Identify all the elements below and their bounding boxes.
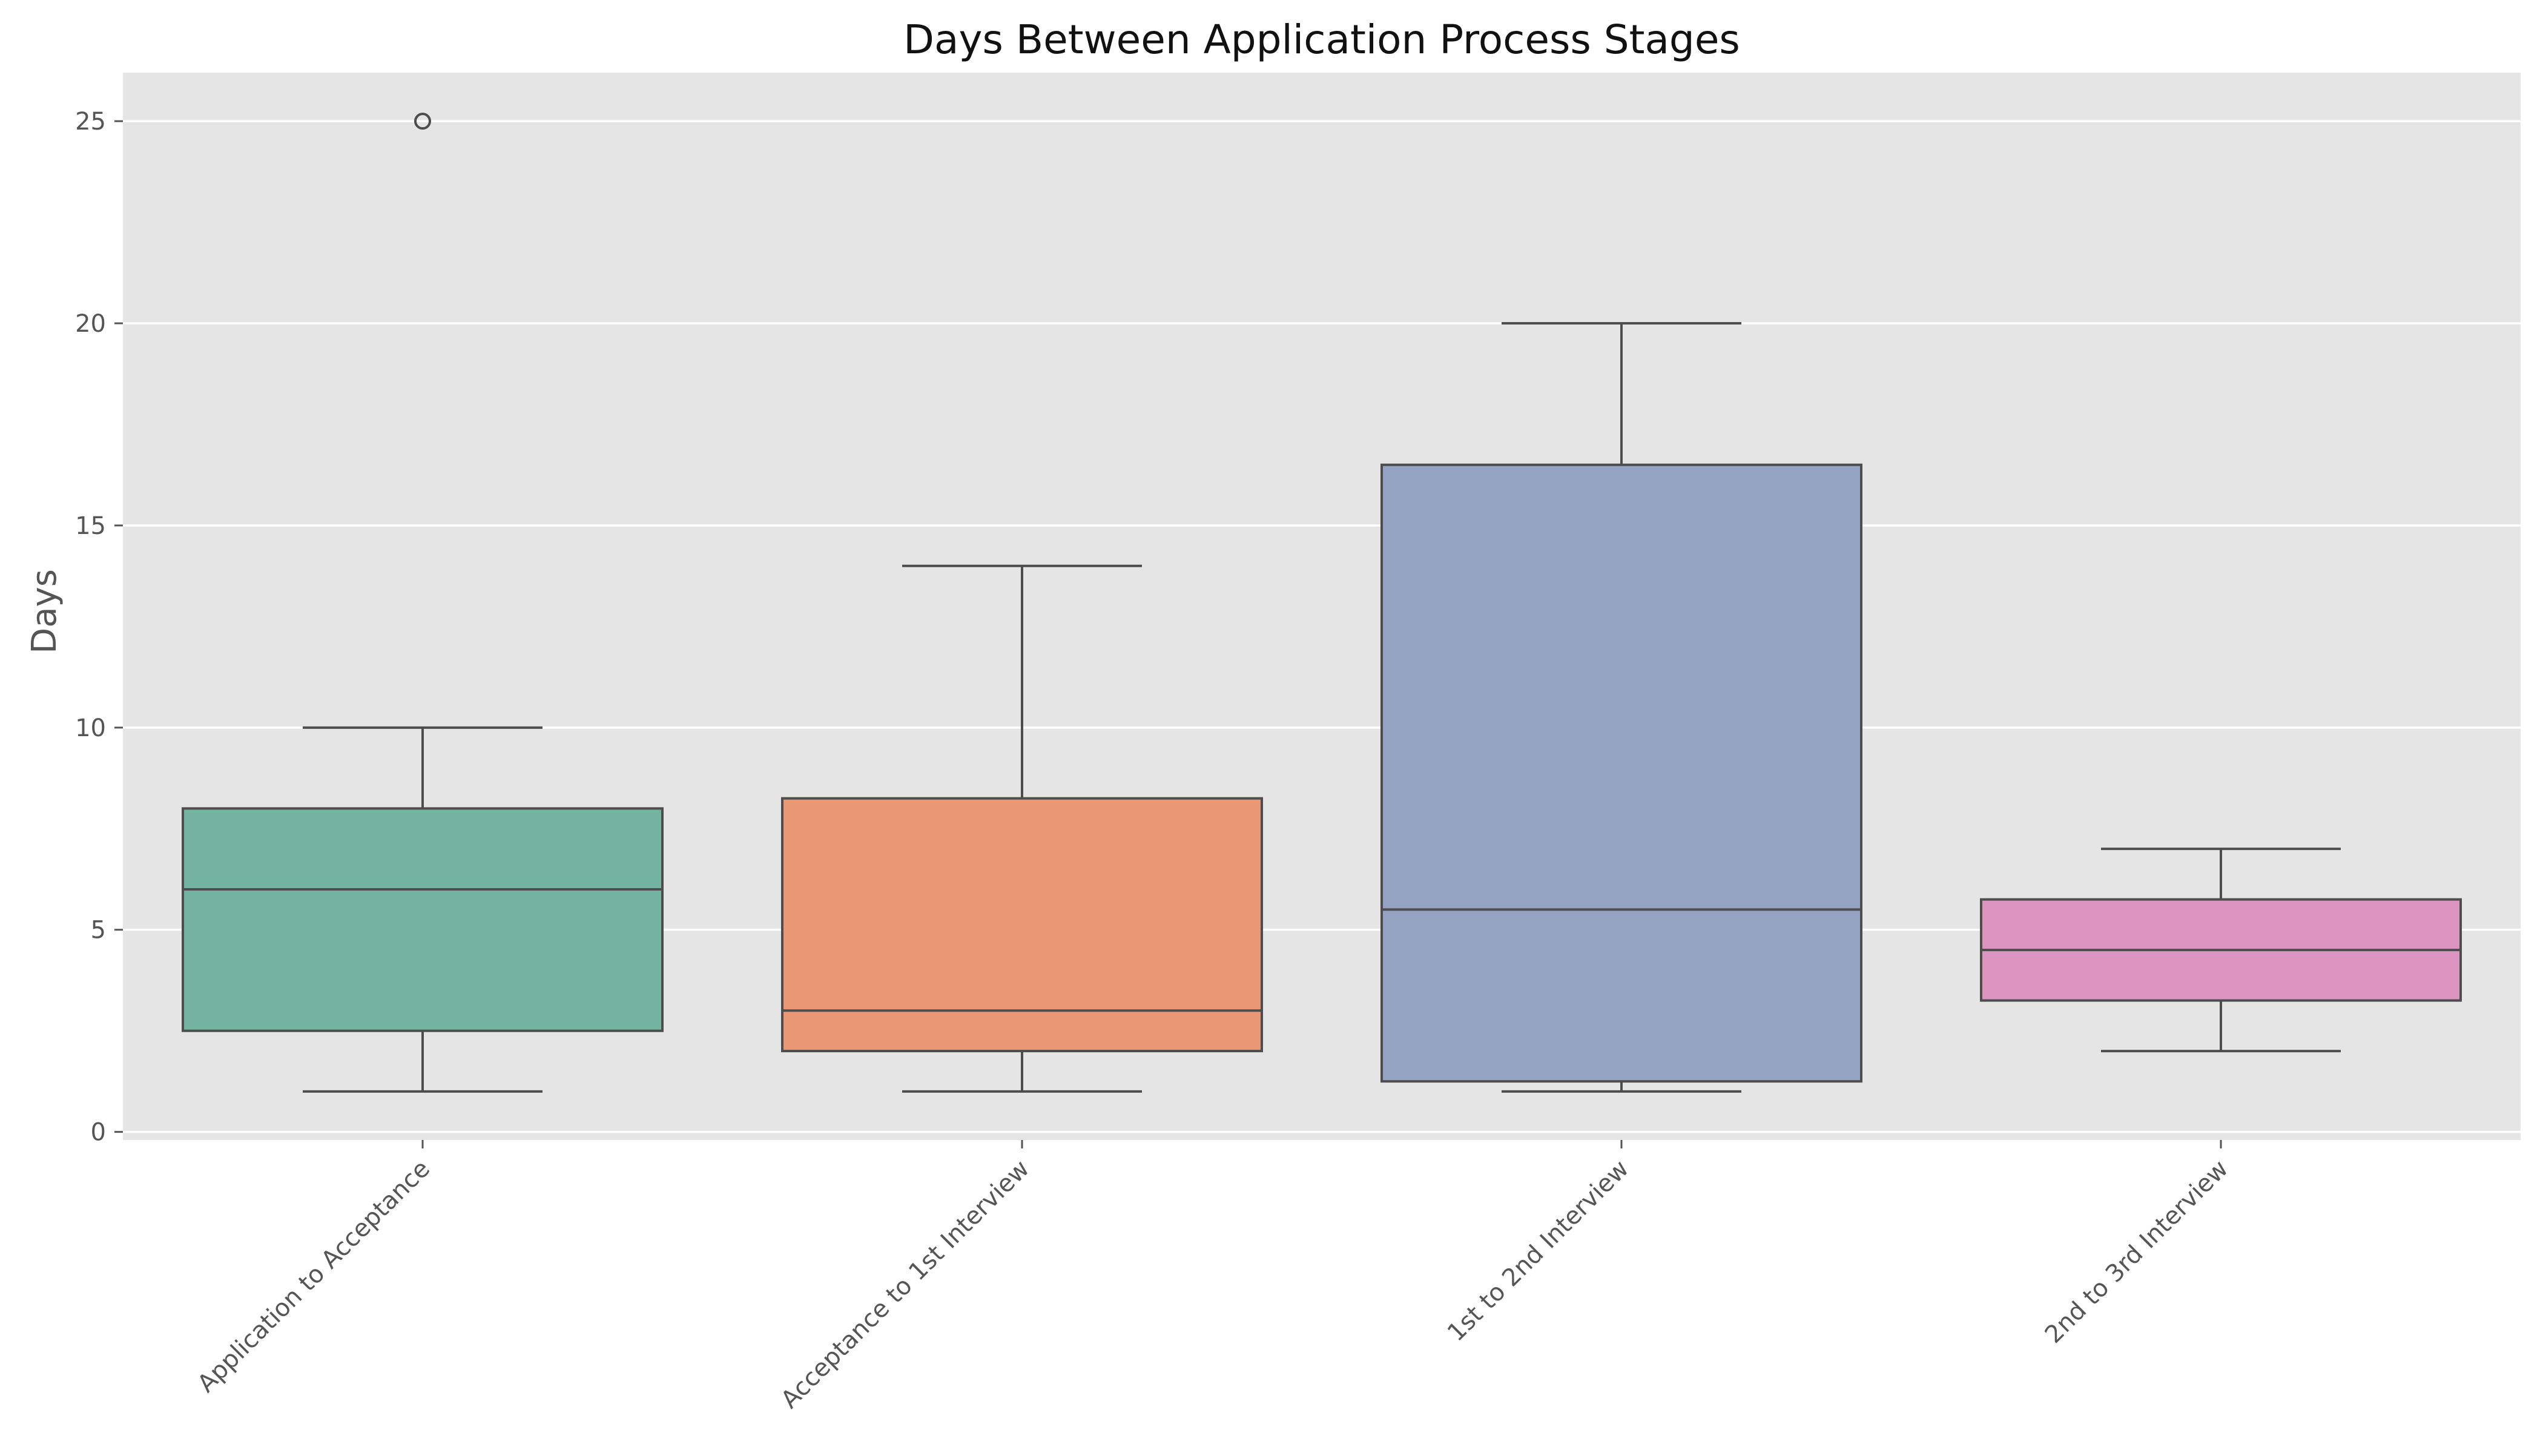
- iqr-box: [182, 807, 664, 1032]
- y-axis-label: Days: [25, 569, 64, 654]
- box-series: [182, 113, 2462, 1093]
- y-tick-label: 10: [75, 714, 106, 742]
- y-tick-label: 5: [91, 917, 106, 944]
- grid-lines: [123, 120, 2521, 1133]
- box-group: [781, 564, 1263, 1093]
- y-tick-label: 20: [75, 310, 106, 338]
- outlier-point: [414, 113, 431, 130]
- y-tick-label: 25: [75, 108, 106, 136]
- box-group: [182, 113, 664, 1093]
- chart-title: Days Between Application Process Stages: [903, 16, 1740, 63]
- iqr-box: [781, 797, 1263, 1053]
- iqr-box: [1380, 463, 1862, 1083]
- box-group: [1980, 848, 2462, 1053]
- y-tick-label: 15: [75, 512, 106, 540]
- box-group: [1380, 322, 1862, 1093]
- y-tick-label: 0: [91, 1119, 106, 1147]
